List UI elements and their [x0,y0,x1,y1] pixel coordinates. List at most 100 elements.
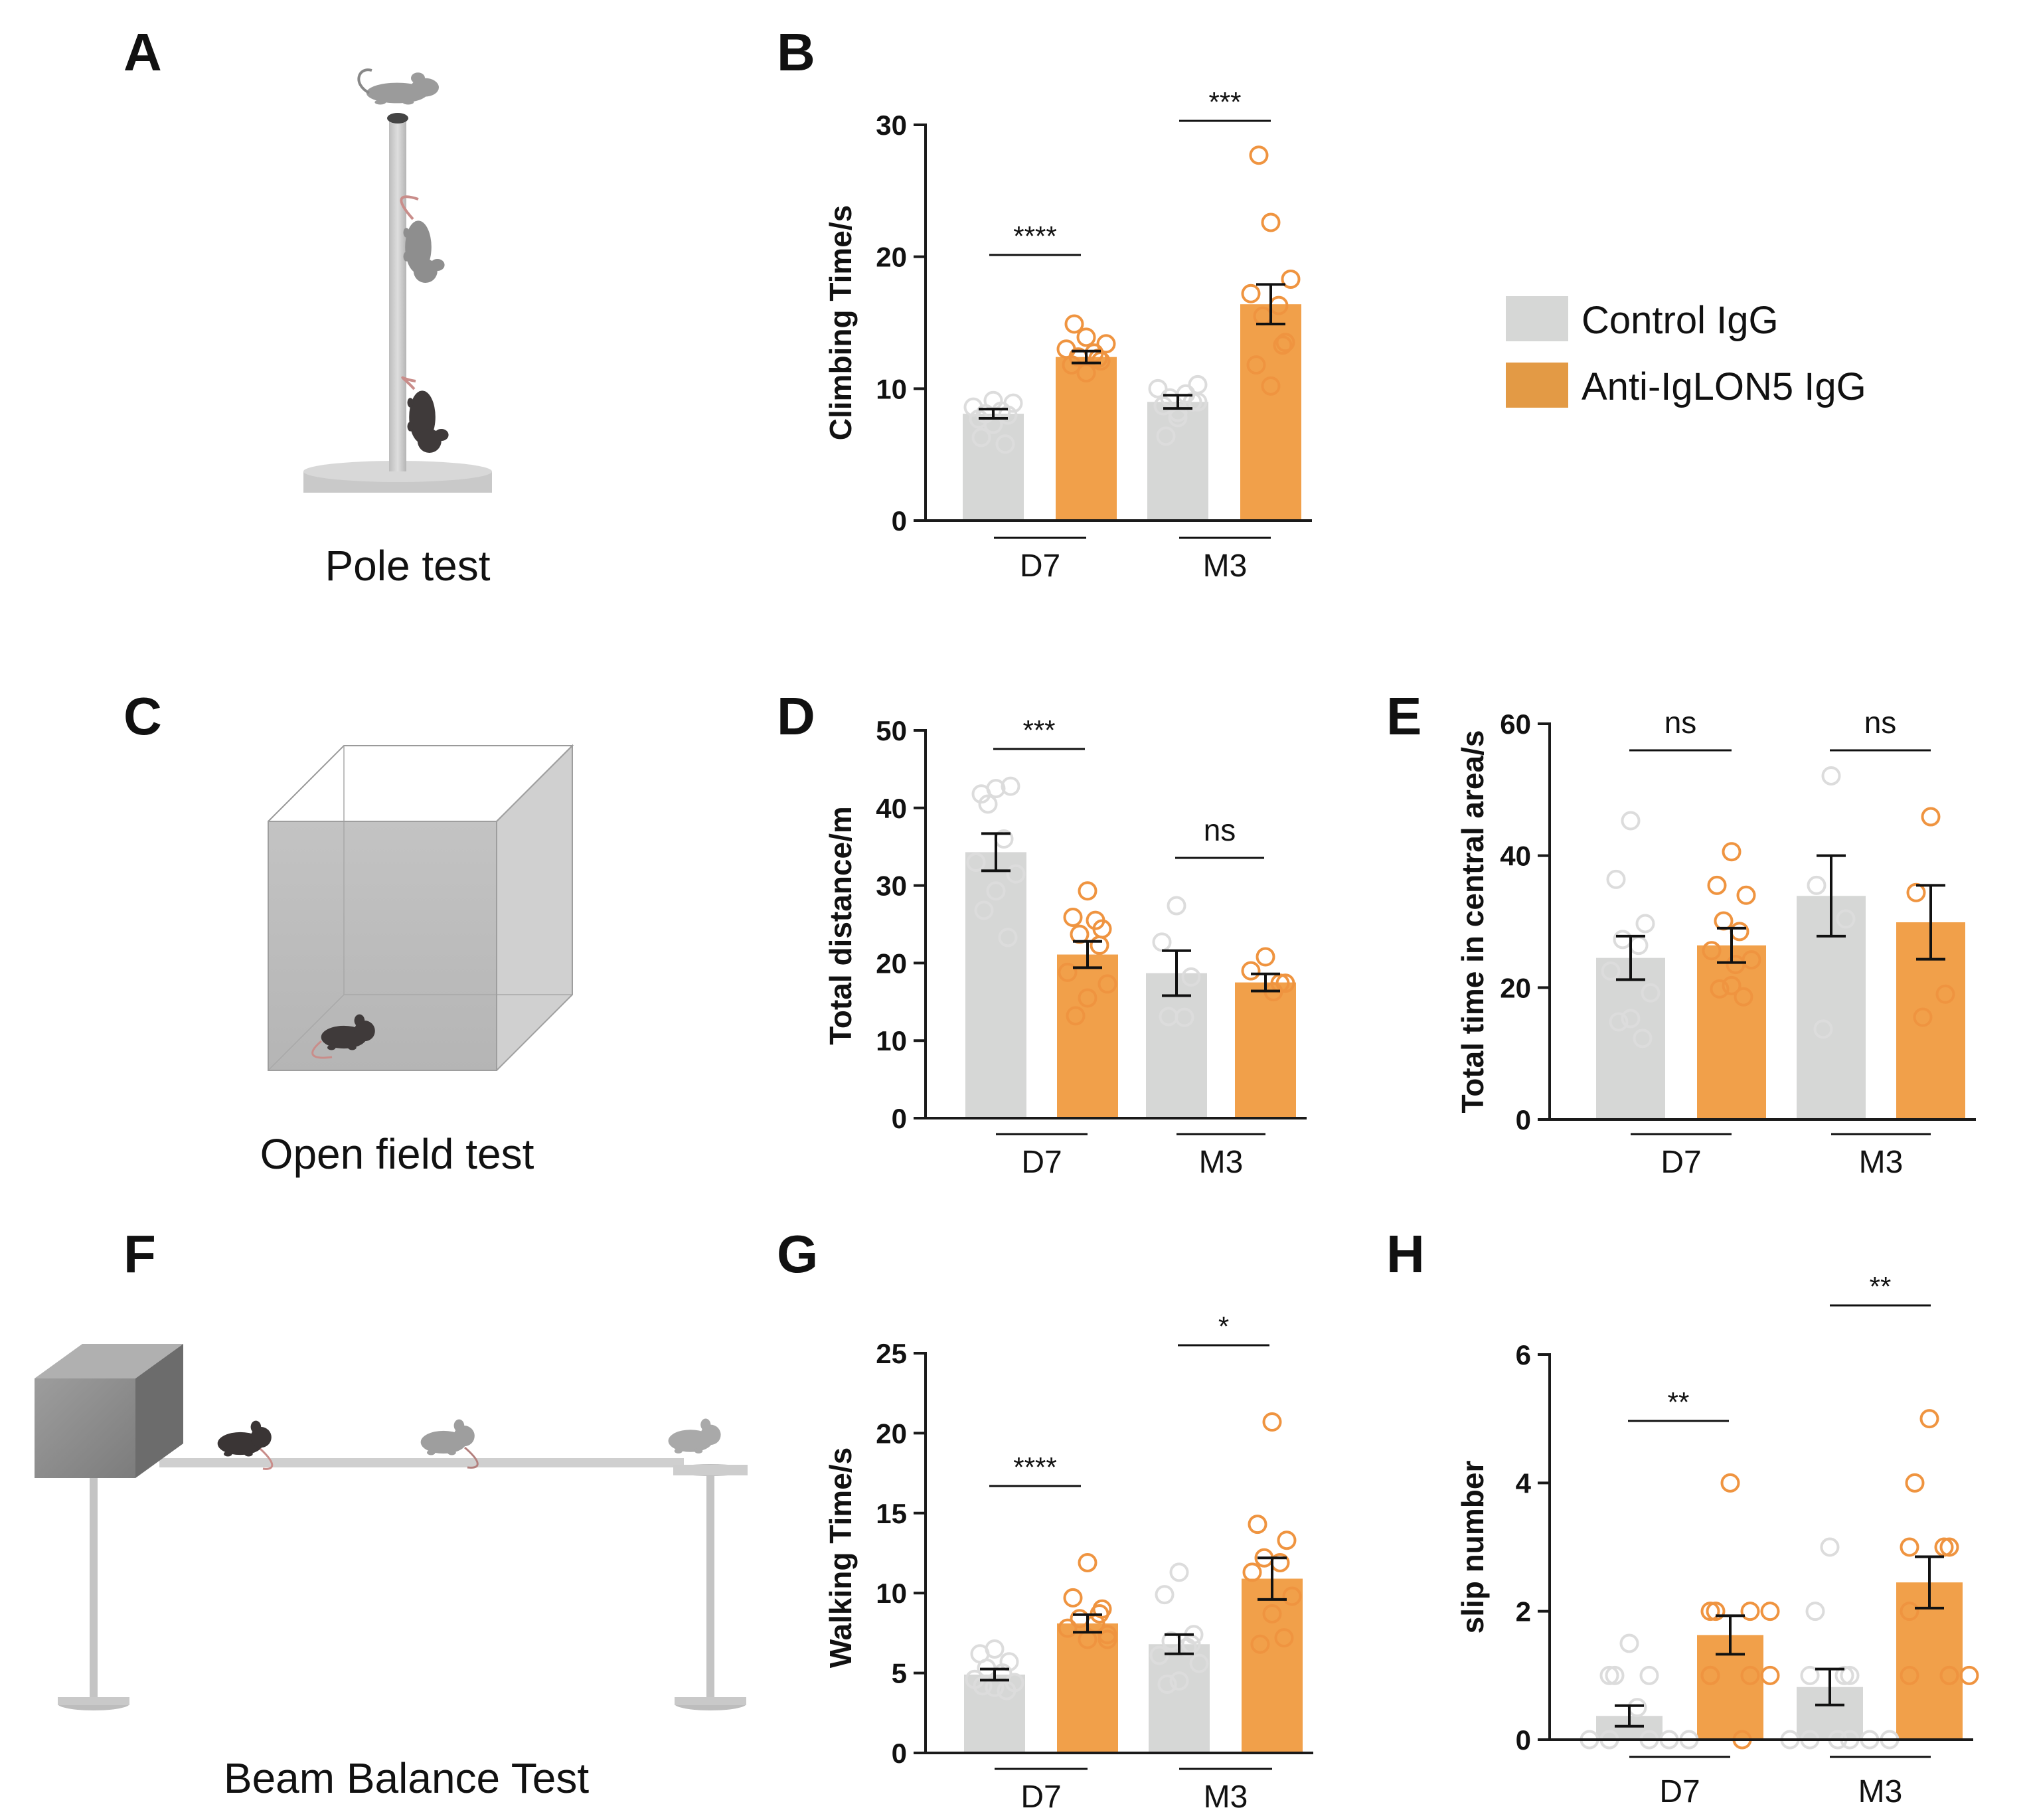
significance-label: ns [1864,705,1897,740]
data-point-anti-d7 [1058,1618,1078,1638]
data-point-anti-d7 [1736,885,1756,905]
data-point-anti-d7 [1076,327,1096,347]
error-bar-control-d7 [1616,934,1645,981]
data-point-anti-d7 [1066,1006,1086,1026]
y-axis-label: Total distance/m [823,806,858,1045]
error-bar-anti-m3 [1916,884,1945,961]
data-point-anti-m3 [1262,1412,1282,1432]
data-point-control-m3 [1836,909,1856,929]
error-bar-anti-d7 [1072,349,1101,365]
significance-label: **** [1013,1451,1056,1483]
data-point-anti-m3 [1900,1537,1919,1557]
error-bar-anti-d7 [1717,926,1746,964]
y-tick-label: 50 [876,715,907,746]
error-bar-control-d7 [1615,1704,1644,1728]
data-point-control-m3 [1169,1671,1189,1691]
data-point-anti-m3 [1246,355,1266,375]
bar-anti-d7 [1697,945,1766,1119]
open-field-box-illustration [268,744,574,1071]
data-point-anti-m3 [1250,1634,1270,1654]
y-tick-label: 10 [876,373,907,404]
y-tick-label: 0 [892,1738,907,1769]
data-point-anti-m3 [1900,1602,1919,1621]
caption-pole-test: Pole test [325,542,490,590]
y-tick-label: 0 [892,505,907,537]
panel-letter-e: E [1386,687,1421,746]
significance-label: ** [1668,1386,1690,1418]
group-label-d7: D7 [1020,1779,1061,1815]
bar-control-m3 [1146,973,1207,1118]
pole-test-illustration [303,68,492,493]
data-point-anti-m3 [1919,1409,1939,1429]
panel-f: F Beam Balance Test [35,1224,748,1802]
data-point-control-m3 [1821,766,1841,786]
y-tick-label: 20 [876,948,907,979]
data-point-anti-m3 [1913,1007,1933,1027]
y-tick-label: 10 [876,1025,907,1056]
data-point-anti-d7 [1063,1588,1083,1608]
data-point-control-m3 [1189,1653,1209,1673]
significance-label: ns [1204,813,1236,847]
data-point-control-d7 [966,853,986,872]
data-point-anti-d7 [1720,1473,1740,1493]
panel-letter-a: A [123,23,162,82]
beam-balance-illustration [35,1344,748,1710]
data-point-control-m3 [1167,896,1186,916]
bar-anti-d7 [1056,357,1117,521]
y-tick-label: 30 [876,110,907,141]
data-point-anti-m3 [1900,1665,1919,1685]
y-tick-label: 60 [1500,708,1531,740]
data-point-anti-d7 [1078,881,1097,901]
data-point-anti-m3 [1935,984,1955,1004]
data-point-anti-m3 [1939,1537,1959,1557]
data-point-anti-m3 [1282,1586,1302,1606]
data-point-control-d7 [1639,1665,1659,1685]
legend-swatch-control [1506,296,1568,341]
data-point-anti-d7 [1710,979,1730,999]
data-point-control-d7 [1613,930,1633,950]
y-tick-label: 10 [876,1578,907,1609]
data-point-control-m3 [1155,1585,1175,1605]
y-tick-label: 6 [1516,1339,1531,1370]
data-point-control-m3 [1820,1537,1840,1557]
data-point-control-d7 [973,1676,993,1696]
data-point-anti-m3 [1939,1665,1959,1685]
data-point-control-d7 [1621,1009,1641,1029]
data-point-anti-d7 [1740,1602,1760,1621]
data-point-anti-m3 [1242,1562,1262,1582]
panel-c: C Open field test [123,687,574,1178]
y-axis-label: Climbing Time/s [823,205,858,440]
error-bar-control-d7 [981,832,1011,872]
data-point-anti-d7 [1740,1665,1760,1685]
y-tick-label: 5 [892,1658,907,1689]
data-point-control-d7 [997,1681,1016,1700]
data-point-anti-m3 [1241,961,1261,981]
data-point-control-d7 [1621,811,1641,831]
y-tick-label: 20 [876,1418,907,1449]
y-tick-label: 20 [1500,972,1531,1003]
data-point-anti-m3 [1261,376,1281,396]
panel-letter-g: G [777,1224,818,1283]
data-point-anti-d7 [1707,875,1727,895]
data-point-control-m3 [1800,1665,1820,1685]
error-bar-control-d7 [980,1667,1009,1682]
data-point-anti-d7 [1076,363,1096,382]
data-point-anti-d7 [1722,842,1742,862]
error-bar-anti-d7 [1073,1613,1102,1634]
y-tick-label: 0 [892,1103,907,1134]
data-point-anti-d7 [1726,955,1745,975]
data-point-anti-m3 [1274,1628,1294,1648]
bar-anti-m3 [1235,982,1296,1118]
significance-label: **** [1013,220,1056,252]
data-point-control-m3 [1805,1602,1825,1621]
data-point-anti-m3 [1281,269,1301,289]
mouse-beam-right-icon [668,1418,721,1453]
data-point-anti-d7 [1090,936,1109,955]
group-label-d7: D7 [1659,1774,1700,1809]
data-point-control-m3 [1834,1665,1854,1685]
data-point-anti-m3 [1906,882,1926,902]
data-point-anti-d7 [1700,1602,1720,1621]
